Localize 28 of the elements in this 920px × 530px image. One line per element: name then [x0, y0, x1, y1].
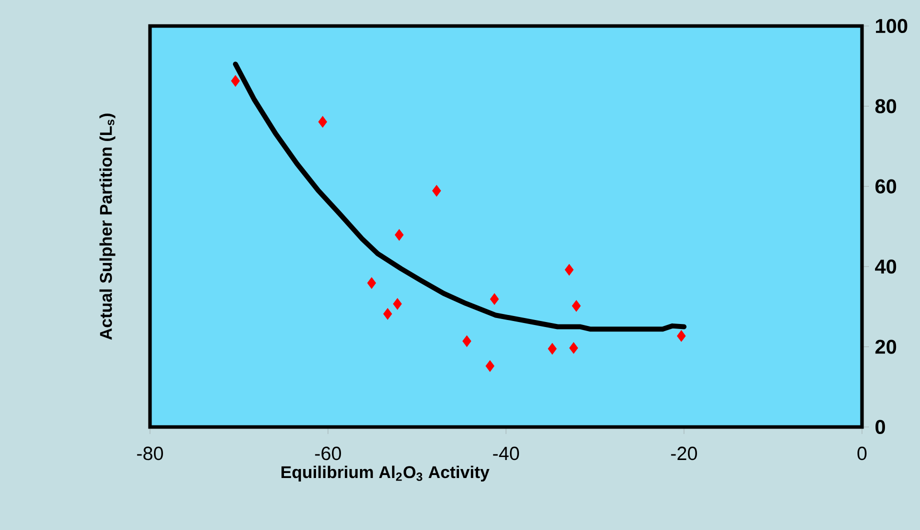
x-tick-label: -60 [315, 446, 341, 460]
point [383, 308, 392, 320]
x-tick-label: -40 [493, 446, 519, 460]
y-axis-title: Actual Sulpher Partition (L$_{s}$) [99, 114, 116, 340]
point [432, 185, 441, 197]
x-tick-label: -80 [137, 446, 163, 460]
point [564, 264, 574, 276]
point [318, 116, 328, 128]
y-tick-label: 60 [875, 179, 896, 194]
y-tick-label: 80 [875, 99, 896, 114]
point [394, 229, 404, 241]
point [569, 342, 578, 354]
y-tick-label: 100 [876, 18, 908, 34]
point [490, 293, 499, 305]
point [393, 298, 402, 310]
point [486, 360, 494, 372]
y-tick-label: 20 [875, 340, 896, 354]
x-tick-label: 0 [857, 446, 867, 460]
x-tick-label: -20 [671, 446, 697, 460]
point [676, 330, 686, 342]
y-tick-label: 40 [875, 260, 896, 274]
point [572, 300, 581, 312]
y-tick-label: 0 [876, 420, 885, 434]
x-axis-title: Equilibrium Al$_{2}$O$_{3}$ Activity [282, 466, 490, 482]
point [548, 343, 557, 355]
point [231, 75, 240, 87]
point [462, 335, 472, 347]
point [367, 277, 376, 289]
